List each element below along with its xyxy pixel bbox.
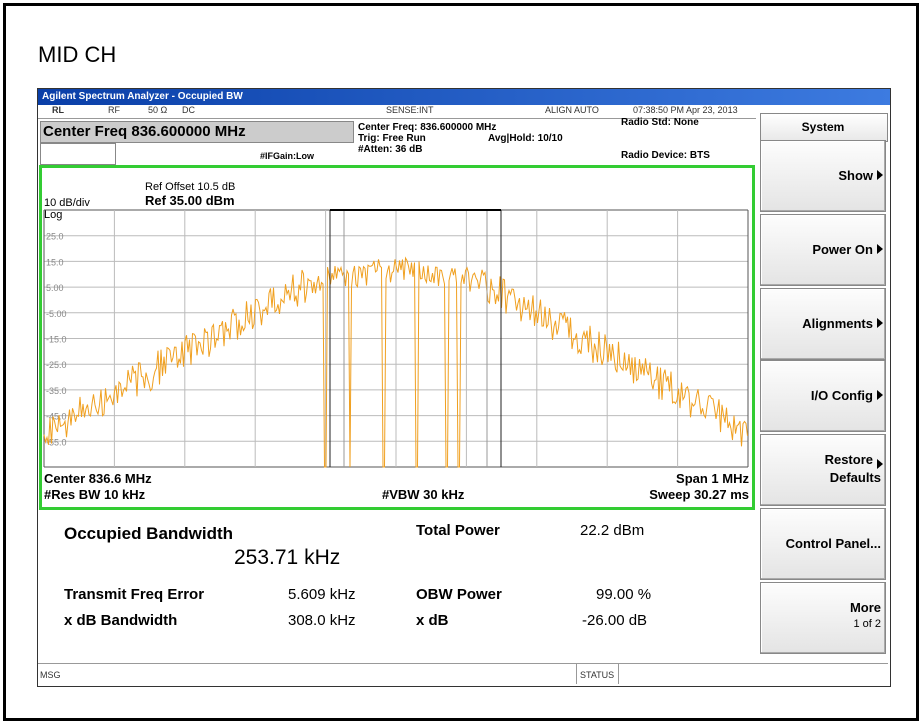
sweep: Sweep 30.27 ms [649, 487, 749, 502]
results: Occupied Bandwidth 253.71 kHz Total Powe… [38, 510, 756, 660]
ref-offset: Ref Offset 10.5 dB [145, 181, 235, 193]
xdb-bw-value: 308.0 kHz [288, 612, 356, 629]
heading: MID CH [38, 42, 117, 67]
total-power-value: 22.2 dBm [580, 522, 645, 539]
trace [43, 256, 748, 468]
xdb-value: -26.00 dB [582, 612, 648, 629]
obw-power-label: OBW Power [416, 586, 502, 603]
y-label: -15.0 [46, 335, 67, 345]
avg-hold: Avg|Hold: 10/10 [488, 133, 563, 144]
freq-error-label: Transmit Freq Error [64, 586, 205, 603]
title-bar: Agilent Spectrum Analyzer - Occupied BW [38, 89, 890, 105]
atten: #Atten: 36 dB [358, 144, 423, 155]
y-label: 25.0 [46, 232, 64, 242]
obw-label: Occupied Bandwidth [64, 524, 234, 543]
button-label: Power On [812, 242, 873, 257]
y-label: 15.0 [46, 257, 64, 267]
vbw: #VBW 30 kHz [382, 487, 465, 502]
menu-title: System [801, 120, 845, 134]
graph-border [39, 165, 755, 510]
grid: 25.0 15.0 5.00 -5.00 -15.0 -25.0 -35.0 -45.0 -55… [43, 209, 749, 468]
button-sublabel: 1 of 2 [853, 618, 881, 630]
coupling: DC [182, 105, 195, 115]
status: STATUS [580, 670, 615, 680]
arrow [877, 390, 883, 400]
radio-std: Radio Std: None [621, 117, 699, 128]
freq-error-value: 5.609 kHz [288, 586, 356, 603]
menu-button[interactable]: Alignments [760, 288, 886, 360]
obw-value: 253.71 kHz [234, 546, 341, 569]
menu-button[interactable]: More 1 of 2 [760, 582, 886, 654]
res-bw: #Res BW 10 kHz [44, 487, 146, 502]
y-label: -55.0 [46, 437, 67, 447]
status-row: RL RF 50 Ω DC SENSE:INT ALIGN AUTO 07:38… [38, 105, 756, 119]
menu-button[interactable]: Control Panel... [760, 508, 886, 580]
align: ALIGN AUTO [545, 105, 599, 115]
log: Log [44, 209, 62, 221]
if-gain: #IFGain:Low [260, 151, 314, 161]
arrow [877, 318, 883, 328]
y-label: -35.0 [46, 386, 67, 396]
rf: RF [108, 105, 120, 115]
timestamp: 07:38:50 PM Apr 23, 2013 [633, 105, 738, 115]
menu-button[interactable]: I/O Config [760, 360, 886, 432]
arrow [877, 459, 883, 469]
msg: MSG [40, 670, 61, 680]
total-power-label: Total Power [416, 522, 500, 539]
arrow [877, 244, 883, 254]
menu-button[interactable]: Restore Defaults [760, 434, 886, 506]
button-label: Restore [824, 452, 873, 467]
impedance: 50 Ω [148, 105, 168, 115]
footer: MSG STATUS [38, 663, 888, 684]
button-label: More [849, 600, 881, 615]
button-label: Control Panel... [785, 536, 881, 551]
button-label: Alignments [802, 316, 873, 331]
center-freq-box: Center Freq 836.600000 MHz [40, 121, 354, 143]
arrow [877, 170, 883, 180]
button-label: Show [838, 168, 873, 183]
span: Span 1 MHz [676, 471, 749, 486]
menu-button[interactable]: Show [760, 140, 886, 212]
menu-button[interactable]: Power On [760, 214, 886, 286]
y-label: -5.00 [46, 309, 67, 319]
button-sublabel: Defaults [829, 470, 881, 485]
center: Center 836.6 MHz [44, 471, 152, 486]
center-freq-info: Center Freq: 836.600000 MHz [358, 122, 497, 133]
status-divider [576, 664, 577, 684]
xdb-label: x dB [416, 612, 449, 629]
xdb-bw-label: x dB Bandwidth [64, 612, 178, 629]
scale: 10 dB/div [44, 197, 90, 209]
radio-device: Radio Device: BTS [621, 150, 710, 161]
status-divider-2 [618, 664, 619, 684]
y-label: -25.0 [46, 360, 67, 370]
rl: RL [52, 105, 64, 115]
frame [3, 3, 919, 721]
blank-box [40, 143, 116, 165]
button-label: I/O Config [810, 388, 873, 403]
graph: 25.0 15.0 5.00 -5.00 -15.0 -25.0 -35.0 -45.0 -55… [39, 165, 755, 510]
obw-power-value: 99.00 % [596, 586, 652, 603]
y-label: 5.00 [46, 283, 64, 293]
y-label: -45.0 [46, 412, 67, 422]
menu-title-box [760, 113, 888, 142]
ref: Ref 35.00 dBm [145, 193, 235, 208]
sense: SENSE:INT [386, 105, 434, 115]
trig: Trig: Free Run [358, 133, 426, 144]
